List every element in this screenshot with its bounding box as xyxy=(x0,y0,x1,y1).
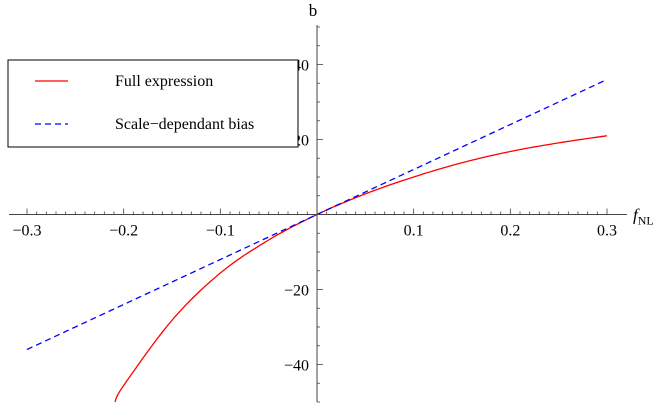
legend-label-full-expression: Full expression xyxy=(115,73,213,90)
x-tick-label: −0.1 xyxy=(206,223,235,240)
x-tick-label: 0.3 xyxy=(597,223,617,240)
x-tick-label: 0.2 xyxy=(500,223,520,240)
legend-box xyxy=(7,59,299,148)
legend: Full expression Scale−dependant bias xyxy=(7,59,299,148)
x-tick-label: −0.2 xyxy=(109,223,138,240)
x-tick-label: −0.3 xyxy=(12,223,41,240)
series-line-scale-dependant-bias xyxy=(26,78,608,351)
y-axis-label: b xyxy=(309,1,318,20)
y-tick-label: −20 xyxy=(284,283,309,300)
x-axis-label-main: f xyxy=(633,206,640,225)
x-ticks: −0.3 −0.2 −0.1 0.1 0.2 0.3 xyxy=(12,208,617,240)
plot-area xyxy=(26,78,608,403)
x-tick-label: 0.1 xyxy=(404,223,424,240)
legend-label-scale-dependant-bias: Scale−dependant bias xyxy=(115,116,254,133)
series-line-full-expression xyxy=(114,135,608,403)
y-tick-label: −40 xyxy=(284,358,309,375)
x-axis-label-subscript: NL xyxy=(638,214,654,228)
x-axis-label: fNL xyxy=(633,206,654,228)
